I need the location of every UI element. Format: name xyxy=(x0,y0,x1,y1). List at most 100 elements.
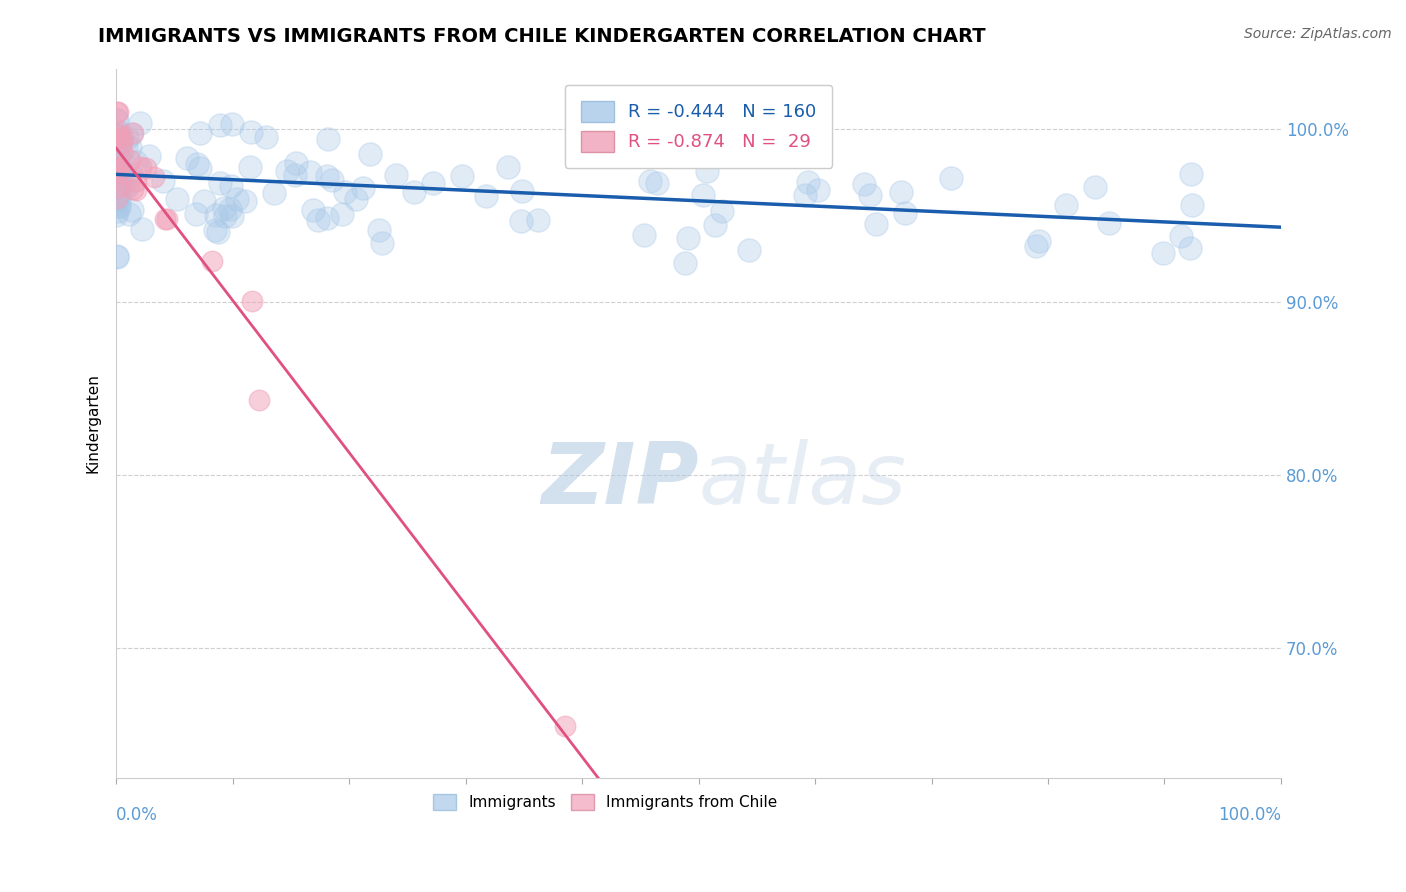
Point xyxy=(105,128,128,143)
Point xyxy=(111,180,134,194)
Point xyxy=(807,183,830,197)
Point xyxy=(118,140,141,154)
Point xyxy=(209,176,232,190)
Point xyxy=(1180,167,1202,181)
Point xyxy=(105,147,128,161)
Point xyxy=(110,182,132,196)
Point xyxy=(221,209,243,223)
Point xyxy=(131,222,153,236)
Point xyxy=(105,182,128,196)
Point xyxy=(105,173,128,187)
Point xyxy=(209,118,232,132)
Point xyxy=(105,162,128,177)
Point xyxy=(111,167,134,181)
Point xyxy=(111,136,134,150)
Point xyxy=(107,167,129,181)
Point xyxy=(110,176,132,190)
Point xyxy=(117,178,139,192)
Point xyxy=(107,159,129,173)
Point xyxy=(105,250,128,264)
Point xyxy=(138,149,160,163)
Point xyxy=(554,719,576,733)
Point xyxy=(184,207,207,221)
Point xyxy=(114,181,136,195)
Point xyxy=(527,212,550,227)
Point xyxy=(233,194,256,208)
Point xyxy=(105,133,128,147)
Point xyxy=(893,206,915,220)
Y-axis label: Kindergarten: Kindergarten xyxy=(86,374,100,473)
Point xyxy=(647,177,669,191)
Point xyxy=(105,113,128,128)
Point xyxy=(156,212,179,227)
Point xyxy=(219,202,242,216)
Point xyxy=(105,165,128,179)
Point xyxy=(105,249,128,263)
Point xyxy=(330,207,353,221)
Point xyxy=(108,131,131,145)
Point xyxy=(797,175,820,189)
Point xyxy=(108,125,131,139)
Point xyxy=(108,149,131,163)
Point xyxy=(107,132,129,146)
Point xyxy=(344,192,367,206)
Point xyxy=(115,130,138,145)
Point xyxy=(105,175,128,189)
Point xyxy=(108,193,131,207)
Point xyxy=(105,172,128,186)
Point xyxy=(121,126,143,140)
Point xyxy=(105,137,128,152)
Point xyxy=(107,169,129,184)
Text: IMMIGRANTS VS IMMIGRANTS FROM CHILE KINDERGARTEN CORRELATION CHART: IMMIGRANTS VS IMMIGRANTS FROM CHILE KIND… xyxy=(98,27,986,45)
Point xyxy=(890,186,912,200)
Point xyxy=(510,184,533,198)
Point xyxy=(212,201,235,215)
Point xyxy=(105,208,128,222)
Point xyxy=(114,158,136,172)
Point xyxy=(696,163,718,178)
Point xyxy=(107,161,129,175)
Point xyxy=(107,160,129,174)
Point xyxy=(105,139,128,153)
Point xyxy=(105,184,128,198)
Point xyxy=(107,191,129,205)
Point xyxy=(284,168,307,182)
Point xyxy=(225,192,247,206)
Point xyxy=(284,156,307,170)
Point xyxy=(299,165,322,179)
Point xyxy=(201,253,224,268)
Point xyxy=(673,256,696,270)
Point xyxy=(108,128,131,143)
Point xyxy=(125,174,148,188)
Point xyxy=(135,161,157,175)
Point xyxy=(105,183,128,197)
Point xyxy=(107,127,129,141)
Legend: Immigrants, Immigrants from Chile: Immigrants, Immigrants from Chile xyxy=(427,789,783,816)
Point xyxy=(404,185,426,199)
Point xyxy=(859,187,882,202)
Point xyxy=(186,157,208,171)
Point xyxy=(307,213,329,227)
Point xyxy=(1098,216,1121,230)
Point xyxy=(368,222,391,236)
Point xyxy=(155,211,177,226)
Point xyxy=(105,191,128,205)
Point xyxy=(794,188,817,202)
Point xyxy=(166,192,188,206)
Point xyxy=(1025,239,1047,253)
Point xyxy=(221,117,243,131)
Point xyxy=(111,172,134,186)
Point xyxy=(121,202,143,217)
Point xyxy=(711,203,734,218)
Point xyxy=(125,183,148,197)
Point xyxy=(240,125,263,139)
Point xyxy=(105,113,128,128)
Point xyxy=(276,164,298,178)
Point xyxy=(105,187,128,202)
Point xyxy=(633,228,655,243)
Point xyxy=(188,126,211,140)
Point xyxy=(207,225,229,239)
Point xyxy=(105,151,128,165)
Point xyxy=(108,134,131,148)
Point xyxy=(107,171,129,186)
